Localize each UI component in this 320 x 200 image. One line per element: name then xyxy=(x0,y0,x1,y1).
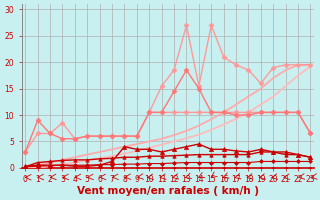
X-axis label: Vent moyen/en rafales ( km/h ): Vent moyen/en rafales ( km/h ) xyxy=(77,186,259,196)
